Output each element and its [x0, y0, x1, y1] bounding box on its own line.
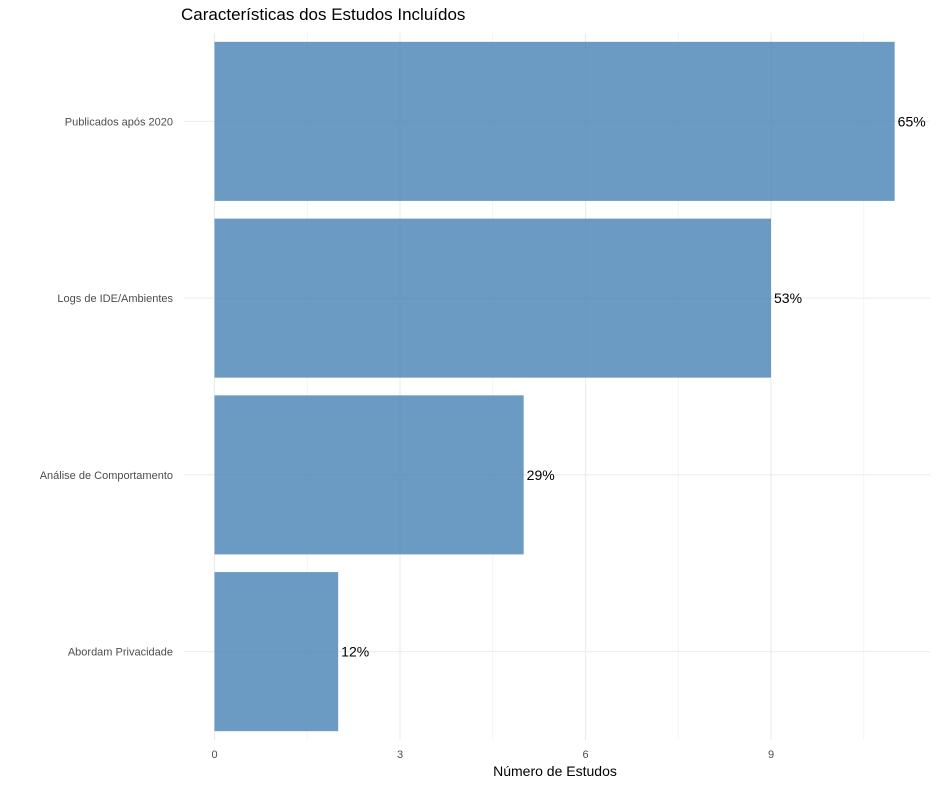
y-tick-label: Publicados após 2020 — [65, 116, 173, 128]
x-axis-tick-labels: 0 3 6 9 — [211, 749, 774, 761]
data-labels: 65% 53% 29% 12% — [341, 113, 926, 659]
bar — [214, 218, 771, 378]
bar-value-label: 65% — [898, 113, 926, 129]
y-axis-tick-labels: Publicados após 2020 Logs de IDE/Ambiente… — [40, 116, 174, 658]
x-tick-label: 9 — [768, 749, 774, 761]
bar-value-label: 12% — [341, 644, 369, 660]
chart-title: Características dos Estudos Incluídos — [181, 5, 465, 24]
bar — [214, 41, 895, 201]
x-axis-title: Número de Estudos — [493, 763, 617, 779]
bar-value-label: 53% — [774, 290, 802, 306]
y-tick-label: Análise de Comportamento — [40, 470, 173, 482]
bar — [214, 395, 524, 555]
x-tick-label: 6 — [582, 749, 588, 761]
bar-value-label: 29% — [527, 467, 555, 483]
bar — [214, 572, 339, 732]
x-tick-label: 0 — [211, 749, 217, 761]
y-tick-label: Abordam Privacidade — [68, 647, 173, 659]
bars — [214, 41, 895, 732]
x-tick-label: 3 — [397, 749, 403, 761]
y-tick-label: Logs de IDE/Ambientes — [57, 293, 173, 305]
